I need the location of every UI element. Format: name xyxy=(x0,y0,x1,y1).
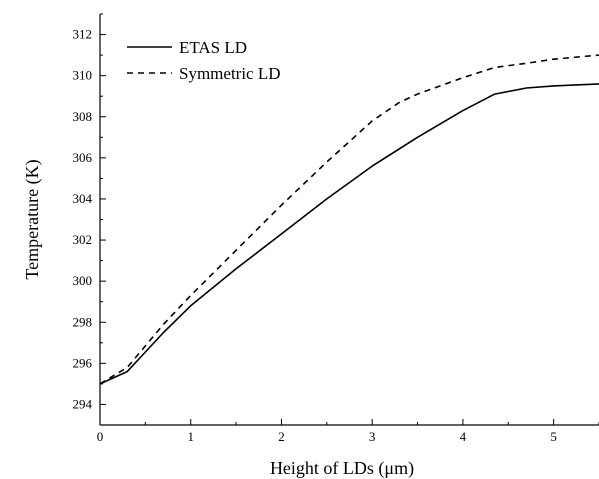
x-tick-label: 5 xyxy=(550,429,557,444)
y-axis-title: Temperature (K) xyxy=(22,159,43,279)
x-tick-label: 0 xyxy=(97,429,104,444)
x-axis-title: Height of LDs (μm) xyxy=(270,458,414,479)
legend-label-0: ETAS LD xyxy=(179,38,247,57)
legend-label-1: Symmetric LD xyxy=(179,64,281,83)
y-tick-label: 306 xyxy=(73,150,93,165)
y-tick-label: 298 xyxy=(73,314,93,329)
y-tick-label: 310 xyxy=(73,68,93,83)
x-tick-label: 3 xyxy=(369,429,376,444)
y-tick-label: 304 xyxy=(73,191,93,206)
series-line-1 xyxy=(99,54,599,385)
series-layer xyxy=(99,54,599,385)
x-tick-label: 2 xyxy=(278,429,285,444)
y-tick-label: 312 xyxy=(73,27,93,42)
series-line-0 xyxy=(99,83,599,385)
axes: 0 1 2 3 4 5 294 296 298 300 302 304 306 308 310 312 xyxy=(73,13,599,444)
legend: ETAS LD Symmetric LD xyxy=(127,38,281,83)
y-tick-label: 294 xyxy=(73,396,93,411)
x-tick-label: 1 xyxy=(187,429,194,444)
y-tick-label: 302 xyxy=(73,232,93,247)
y-tick-label: 296 xyxy=(73,355,93,370)
x-tick-label: 4 xyxy=(460,429,467,444)
y-tick-label: 300 xyxy=(73,273,93,288)
y-tick-label: 308 xyxy=(73,109,93,124)
